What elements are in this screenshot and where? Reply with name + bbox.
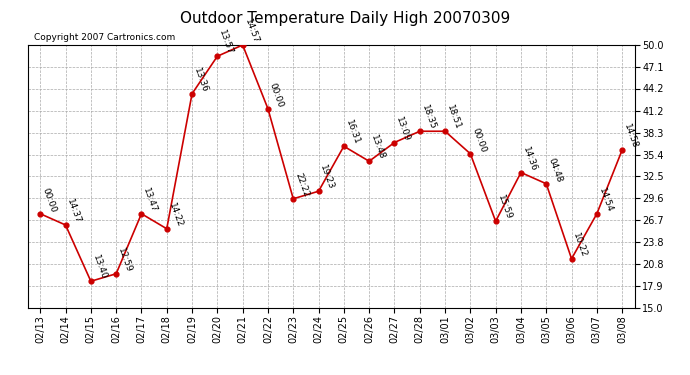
Text: 14:37: 14:37 — [66, 198, 83, 225]
Text: Copyright 2007 Cartronics.com: Copyright 2007 Cartronics.com — [34, 33, 175, 42]
Text: 13:48: 13:48 — [369, 134, 386, 161]
Point — [212, 53, 223, 59]
Point — [465, 151, 476, 157]
Point — [414, 128, 425, 134]
Point — [161, 226, 172, 232]
Text: 00:00: 00:00 — [40, 186, 57, 214]
Text: 10:22: 10:22 — [571, 232, 589, 259]
Point — [313, 188, 324, 194]
Point — [440, 128, 451, 134]
Point — [34, 211, 46, 217]
Point — [262, 106, 273, 112]
Text: 15:59: 15:59 — [495, 194, 513, 221]
Point — [541, 181, 552, 187]
Text: 13:36: 13:36 — [192, 66, 209, 94]
Point — [338, 143, 349, 149]
Point — [288, 196, 299, 202]
Text: 19:23: 19:23 — [319, 164, 336, 191]
Text: 14:22: 14:22 — [167, 202, 184, 229]
Text: 13:40: 13:40 — [91, 254, 108, 281]
Point — [237, 42, 248, 48]
Text: 18:51: 18:51 — [445, 104, 462, 131]
Point — [566, 256, 577, 262]
Text: 04:48: 04:48 — [546, 157, 564, 184]
Point — [515, 170, 526, 176]
Point — [389, 140, 400, 146]
Point — [490, 218, 501, 224]
Point — [186, 91, 197, 97]
Text: 13:57: 13:57 — [217, 29, 235, 56]
Point — [617, 147, 628, 153]
Text: 13:09: 13:09 — [395, 115, 412, 142]
Text: 18:35: 18:35 — [420, 104, 437, 131]
Point — [136, 211, 147, 217]
Text: Outdoor Temperature Daily High 20070309: Outdoor Temperature Daily High 20070309 — [180, 11, 510, 26]
Text: 13:47: 13:47 — [141, 186, 159, 214]
Point — [86, 278, 97, 284]
Text: 00:00: 00:00 — [268, 81, 285, 109]
Point — [364, 158, 375, 164]
Text: 22:22: 22:22 — [293, 172, 310, 199]
Text: 14:58: 14:58 — [622, 123, 640, 150]
Text: 12:59: 12:59 — [116, 246, 133, 274]
Point — [591, 211, 602, 217]
Text: 00:00: 00:00 — [471, 126, 488, 154]
Text: 14:36: 14:36 — [521, 145, 538, 172]
Point — [60, 222, 71, 228]
Text: 14:54: 14:54 — [597, 187, 614, 214]
Text: 14:57: 14:57 — [243, 18, 260, 45]
Text: 16:31: 16:31 — [344, 119, 361, 146]
Point — [110, 271, 121, 277]
